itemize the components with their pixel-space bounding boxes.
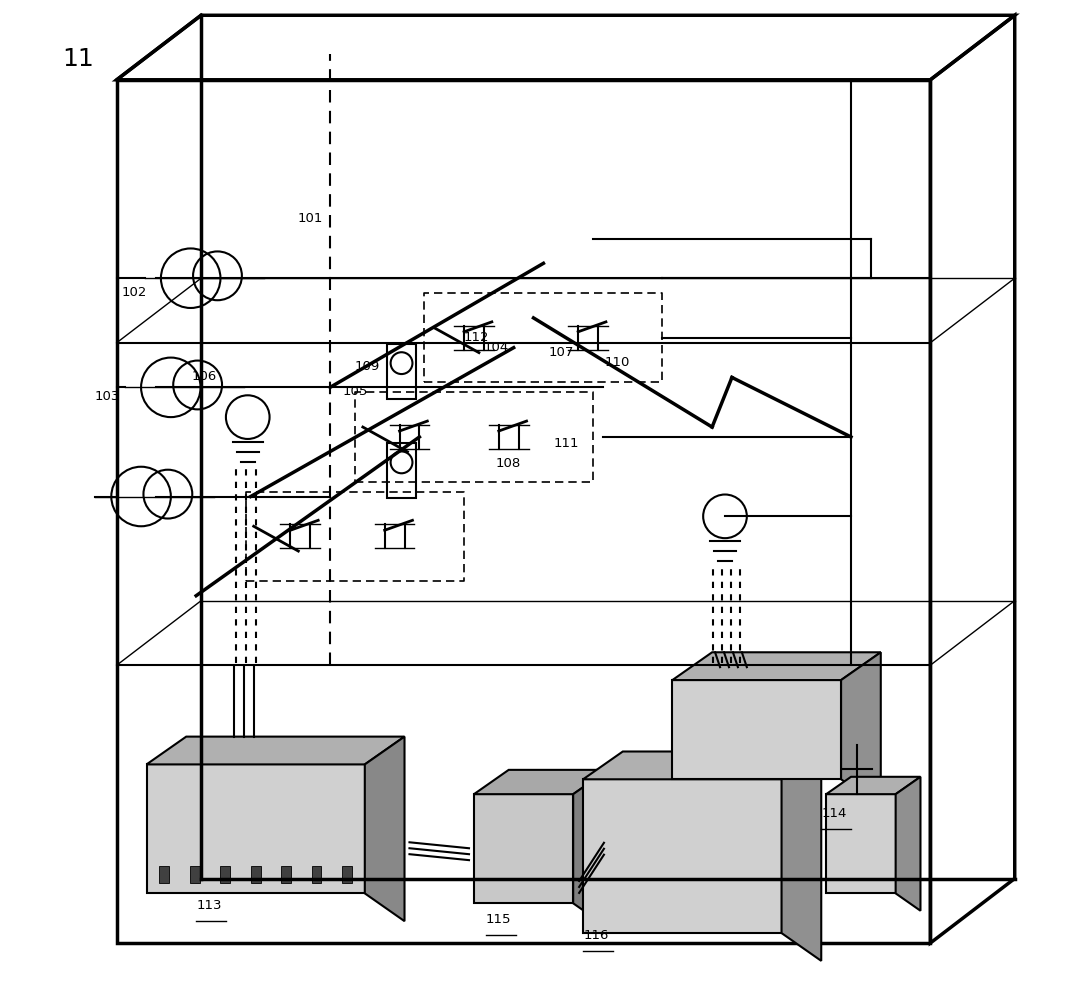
Text: 102: 102	[122, 285, 147, 299]
Text: 103: 103	[95, 390, 121, 403]
Polygon shape	[146, 764, 365, 894]
Bar	[343, 866, 352, 884]
Polygon shape	[781, 751, 822, 961]
Text: 115: 115	[485, 912, 511, 925]
Polygon shape	[573, 770, 608, 927]
Polygon shape	[365, 737, 404, 921]
Text: 116: 116	[583, 928, 608, 941]
Polygon shape	[672, 680, 841, 779]
Polygon shape	[826, 794, 895, 894]
Text: 105: 105	[343, 385, 368, 398]
Polygon shape	[583, 779, 781, 933]
Polygon shape	[583, 751, 822, 779]
Bar	[281, 866, 291, 884]
Text: 109: 109	[355, 360, 380, 373]
Text: 110: 110	[605, 355, 631, 368]
Polygon shape	[672, 653, 880, 680]
Text: 114: 114	[822, 806, 846, 819]
Bar	[220, 866, 230, 884]
Polygon shape	[895, 777, 921, 911]
Bar	[159, 866, 170, 884]
Text: 113: 113	[196, 899, 222, 911]
Text: 111: 111	[554, 436, 578, 449]
Bar	[386, 443, 416, 499]
Polygon shape	[474, 770, 608, 794]
Bar	[386, 344, 416, 400]
Text: 106: 106	[191, 370, 217, 383]
Text: 107: 107	[548, 345, 574, 358]
Text: 104: 104	[484, 340, 509, 353]
Polygon shape	[826, 777, 921, 794]
Text: 108: 108	[496, 456, 521, 469]
Text: 112: 112	[464, 330, 490, 343]
Text: 101: 101	[298, 212, 322, 225]
Polygon shape	[146, 737, 404, 764]
Bar	[251, 866, 260, 884]
Bar	[312, 866, 321, 884]
Polygon shape	[841, 653, 880, 807]
Polygon shape	[474, 794, 573, 904]
Bar	[190, 866, 200, 884]
Text: 11: 11	[62, 47, 94, 71]
